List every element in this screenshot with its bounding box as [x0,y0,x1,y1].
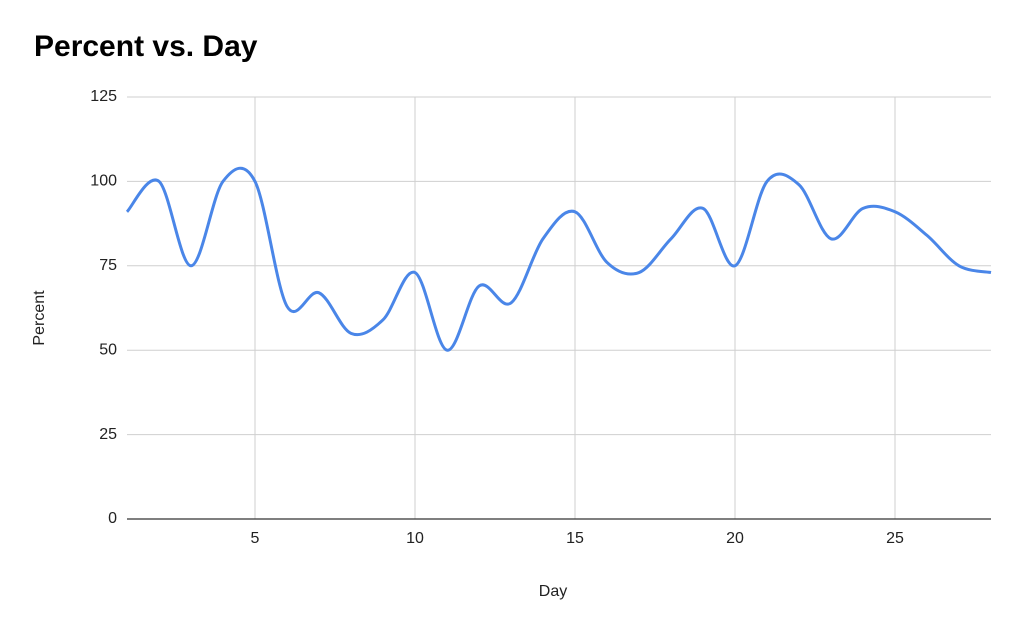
x-tick-label: 15 [566,530,584,547]
y-tick-label: 100 [90,173,117,190]
x-tick-label: 10 [406,530,424,547]
data-line [125,166,992,352]
y-tick-label: 25 [99,426,117,443]
chart-title: Percent vs. Day [34,30,258,63]
x-axis-label: Day [539,583,567,600]
x-tick-label: 25 [886,530,904,547]
y-axis-label: Percent [31,290,48,346]
y-tick-label: 75 [99,257,117,274]
y-tick-label: 50 [99,341,117,358]
y-tick-label: 125 [90,88,117,105]
y-tick-label: 0 [108,510,117,527]
x-tick-label: 5 [251,530,260,547]
x-tick-label: 20 [726,530,744,547]
